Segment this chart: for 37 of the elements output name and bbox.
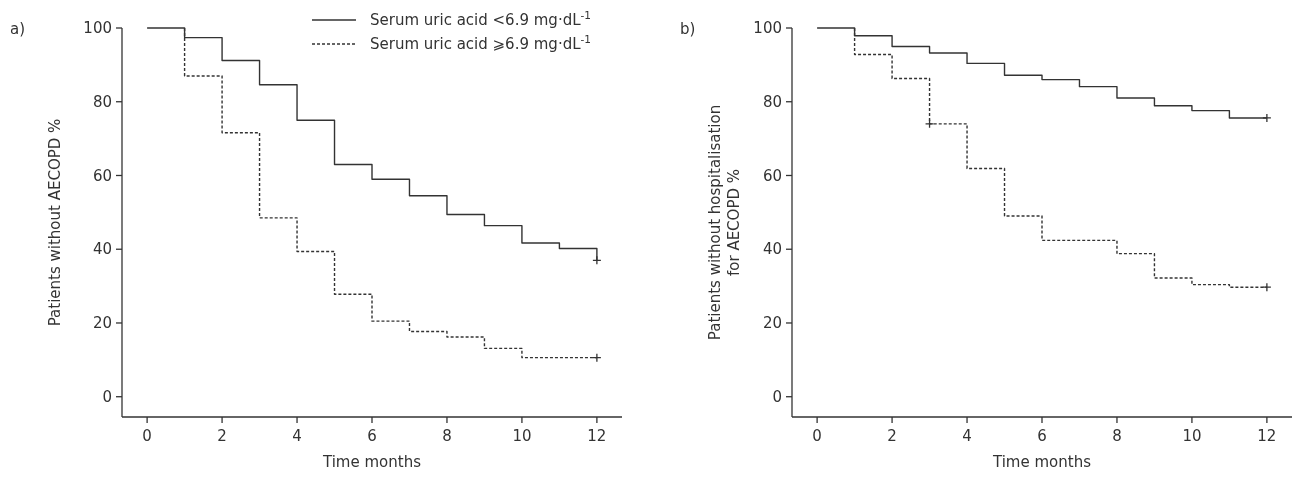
y-tick-label: 60	[762, 166, 782, 185]
x-tick-label: 10	[1182, 427, 1202, 445]
point	[1262, 113, 1272, 123]
y-tick-label: 40	[762, 240, 782, 259]
x-tick-label: 4	[292, 427, 302, 445]
y-tick-label: 80	[762, 92, 782, 111]
x-tick-label: 10	[512, 427, 532, 445]
y-tick-label: 40	[92, 240, 112, 259]
y-tick-label: 100	[753, 19, 782, 38]
chart-title: b)	[680, 20, 696, 38]
y-tick-label: 20	[762, 314, 782, 333]
x-tick-label: 12	[587, 427, 607, 445]
y-tick-label: 100	[83, 19, 112, 38]
x-axis-title: Time months	[992, 453, 1092, 471]
y-axis-title: Patients without hospitalisation for AECOPD %	[706, 104, 743, 341]
chart-title: a)	[10, 20, 26, 38]
y-tick-label: 20	[92, 314, 112, 333]
y-tick-label: 0	[772, 387, 782, 406]
x-tick-label: 2	[217, 427, 227, 445]
x-tick-label: 12	[1257, 427, 1277, 445]
point	[1262, 282, 1272, 292]
x-tick-label: 2	[887, 427, 897, 445]
x-tick-label: 8	[442, 427, 452, 445]
x-tick-label: 6	[1037, 427, 1047, 445]
x-tick-label: 6	[367, 427, 377, 445]
x-tick-label: 8	[1112, 427, 1122, 445]
y-axis-title: Patients without AECOPD %	[46, 118, 64, 327]
legend-label: Serum uric acid <6.9 mg·dL$^{-1}$	[370, 9, 592, 30]
x-axis-title: Time months	[322, 453, 422, 471]
y-tick-label: 80	[92, 92, 112, 111]
x-tick-label: 0	[812, 427, 822, 445]
x-tick-label: 0	[142, 427, 152, 445]
y-tick-label: 60	[92, 166, 112, 185]
legend-label: Serum uric acid ⩾6.9 mg·dL$^{-1}$	[370, 33, 592, 54]
y-tick-label: 0	[102, 387, 112, 406]
point	[924, 119, 935, 129]
x-tick-label: 4	[962, 427, 972, 445]
